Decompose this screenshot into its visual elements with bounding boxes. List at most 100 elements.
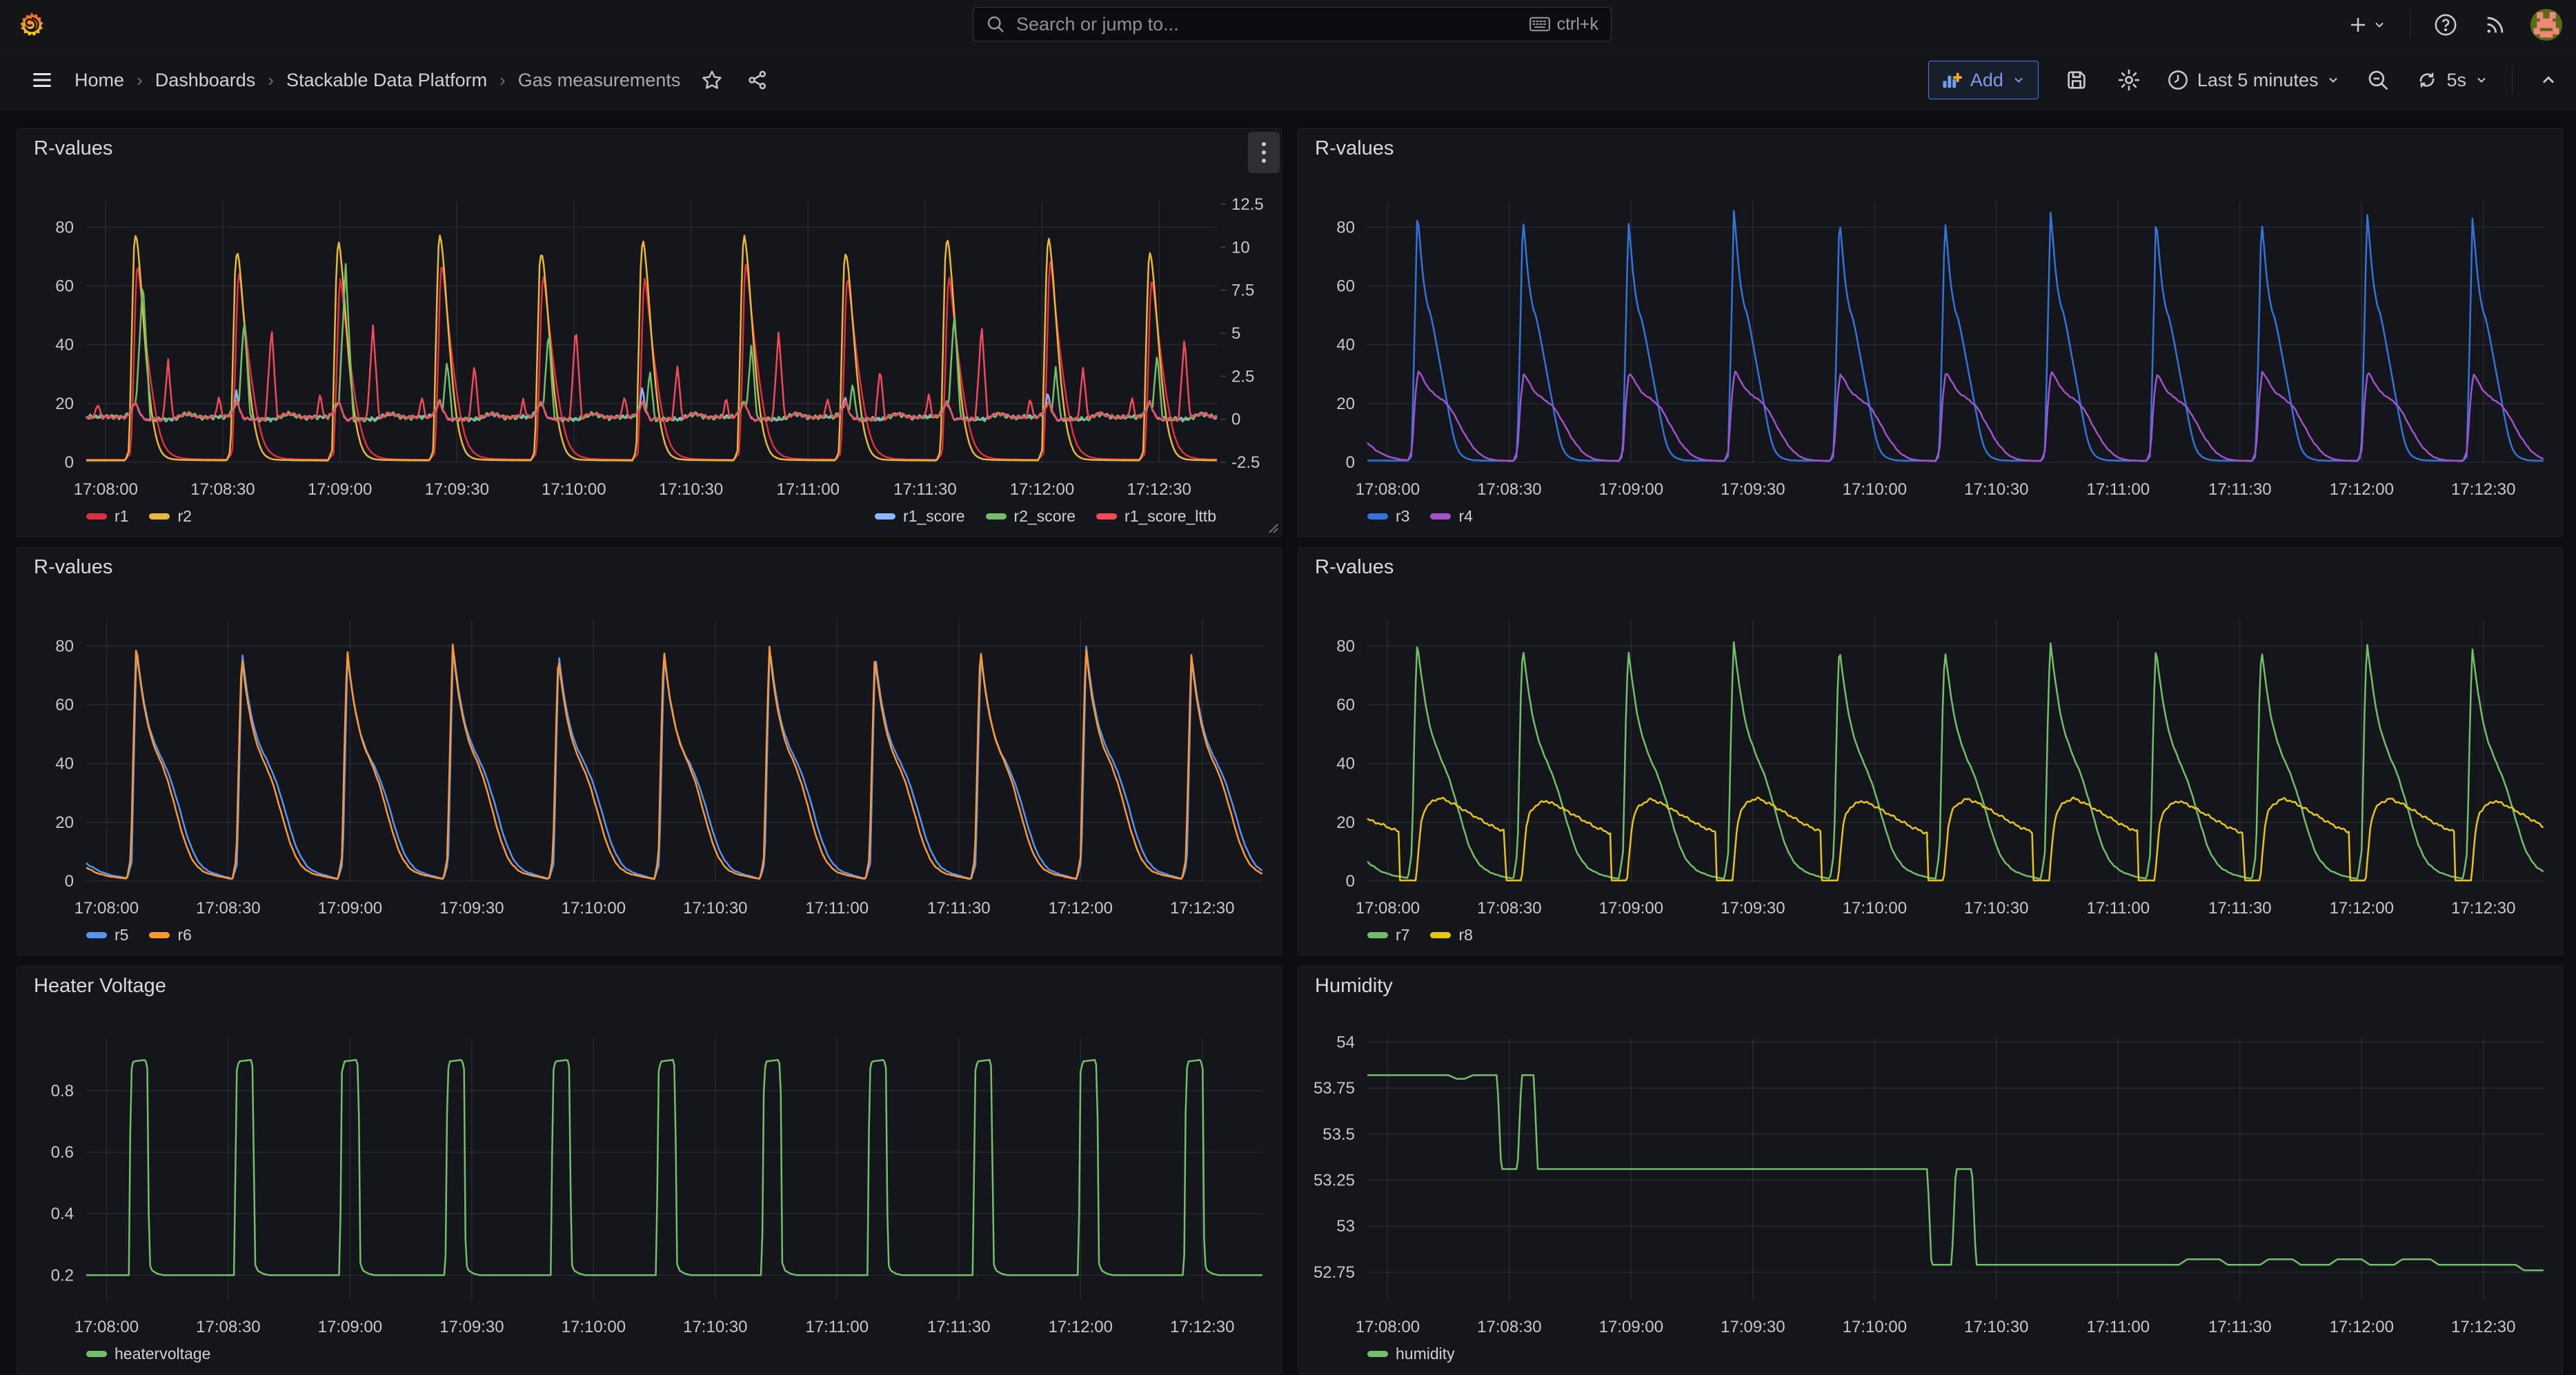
time-series-chart[interactable]: 17:08:00 17:08:30 17:09:00 17:09:30 17:10:00…	[1298, 548, 2564, 956]
time-series-chart[interactable]: 17:08:00 17:08:30 17:09:00 17:09:30 17:10:00…	[17, 548, 1282, 956]
legend-item-r1_score[interactable]: r1_score	[875, 507, 965, 526]
time-series-chart[interactable]: 17:08:00 17:08:30 17:09:00 17:09:30 17:10:00…	[17, 129, 1282, 537]
breadcrumb-item-gas-measurements[interactable]: Gas measurements	[517, 69, 681, 90]
y-axis-tick-label: 80	[55, 637, 74, 655]
y-axis-tick-label: 40	[55, 755, 74, 773]
time-series-chart[interactable]: 17:08:00 17:08:30 17:09:00 17:09:30 17:10:00…	[17, 967, 1282, 1375]
save-dashboard-button[interactable]	[2062, 66, 2091, 95]
grafana-logo-icon[interactable]	[18, 11, 46, 39]
x-axis-tick-label: 17:08:30	[196, 899, 260, 918]
x-axis-tick-label: 17:09:00	[318, 1318, 382, 1336]
legend-item-r8[interactable]: r8	[1430, 926, 1473, 944]
panel-resize-handle[interactable]	[1267, 522, 1278, 533]
user-avatar[interactable]	[2530, 8, 2562, 41]
legend-item-r2[interactable]: r2	[149, 506, 192, 526]
legend-label: r2	[177, 506, 192, 525]
panel-menu-button[interactable]	[1248, 132, 1280, 173]
panel-title[interactable]: R-values	[1315, 556, 1394, 578]
panel-heater-voltage-4: Heater Voltage 17:08:00 17:08:30 17:09:00 17…	[17, 966, 1282, 1374]
legend-item-r6[interactable]: r6	[149, 926, 192, 944]
series-line-heatervoltage	[86, 1058, 1262, 1276]
legend-item-humidity[interactable]: humidity	[1367, 1345, 1455, 1363]
news-button[interactable]	[2481, 10, 2510, 39]
legend-swatch-r2_score	[985, 513, 1007, 520]
panel-legend: humidity	[1367, 1339, 2543, 1368]
x-axis-tick-label: 17:11:00	[2086, 1318, 2150, 1336]
x-axis-tick-label: 17:10:00	[542, 480, 606, 499]
search-input[interactable]	[1015, 12, 1529, 36]
refresh-picker[interactable]: 5s	[2416, 69, 2488, 91]
panel-title[interactable]: R-values	[34, 556, 113, 578]
help-button[interactable]	[2431, 10, 2460, 39]
time-series-chart[interactable]: 17:08:00 17:08:30 17:09:00 17:09:30 17:10:00…	[1298, 967, 2564, 1375]
x-axis-tick-label: 17:10:00	[562, 899, 626, 918]
y-axis-tick-label: 53.25	[1314, 1171, 1355, 1190]
legend-item-r3[interactable]: r3	[1367, 507, 1409, 526]
legend-item-r7[interactable]: r7	[1367, 926, 1409, 944]
y-axis-tick-label: 0.6	[51, 1143, 74, 1162]
x-axis-tick-label: 17:10:00	[562, 1318, 626, 1336]
panel-legend: r1 r2 r1_score r2_score r1_score_lttb	[86, 502, 1262, 531]
dashboard-settings-button[interactable]	[2114, 66, 2143, 95]
x-axis-tick-label: 17:12:30	[2451, 480, 2515, 499]
add-panel-button[interactable]: Add	[1928, 61, 2039, 99]
panel-title[interactable]: Heater Voltage	[34, 975, 166, 997]
series-line-r4	[1367, 370, 2544, 462]
search-bar[interactable]: ctrl+k	[973, 7, 1612, 41]
legend-item-r2_score[interactable]: r2_score	[985, 506, 1076, 526]
x-axis-tick-label: 17:08:00	[75, 899, 139, 918]
legend-swatch-r4	[1430, 513, 1452, 520]
legend-label: r2_score	[1013, 506, 1076, 525]
y-axis-tick-label: 60	[1336, 277, 1355, 295]
y-axis-tick-label: 40	[1336, 336, 1355, 355]
series-line-r3	[1367, 210, 2544, 462]
x-axis-tick-label: 17:12:30	[2451, 1318, 2515, 1336]
panel-title[interactable]: R-values	[1315, 137, 1394, 159]
breadcrumb-item-stackable-data-platform[interactable]: Stackable Data Platform	[286, 69, 488, 90]
clock-icon	[2168, 70, 2188, 90]
time-range-picker[interactable]: Last 5 minutes	[2167, 69, 2341, 91]
panel-legend: r5 r6	[86, 920, 1262, 949]
dashboard-grid: R-values 17:08:00 17:08:30 17:09:00 17:09:30…	[0, 110, 2576, 1374]
y-axis-right-tick-label: 5	[1231, 324, 1240, 343]
breadcrumb-item-dashboards[interactable]: Dashboards	[155, 69, 256, 90]
x-axis-tick-label: 17:12:00	[2330, 899, 2394, 918]
legend-item-r1[interactable]: r1	[86, 507, 128, 526]
x-axis-tick-label: 17:08:00	[1356, 480, 1420, 499]
legend-item-r5[interactable]: r5	[86, 926, 128, 944]
x-axis-tick-label: 17:12:00	[2330, 480, 2394, 499]
x-axis-tick-label: 17:09:30	[439, 899, 504, 918]
x-axis-tick-label: 17:09:00	[318, 899, 382, 918]
panel-title[interactable]: Humidity	[1315, 975, 1393, 997]
y-axis-tick-label: 80	[55, 218, 74, 237]
panel-title[interactable]: R-values	[34, 137, 113, 159]
share-button[interactable]	[744, 66, 771, 94]
legend-item-heatervoltage[interactable]: heatervoltage	[86, 1345, 210, 1363]
chevron-down-icon	[2329, 77, 2338, 83]
y-axis-tick-label: 0	[65, 872, 74, 891]
new-item-button[interactable]	[2345, 12, 2389, 38]
x-axis-tick-label: 17:12:00	[1049, 899, 1113, 918]
x-axis-tick-label: 17:11:30	[927, 1318, 991, 1336]
legend-item-r4[interactable]: r4	[1430, 507, 1473, 526]
legend-item-r1_score_lttb[interactable]: r1_score_lttb	[1096, 507, 1216, 526]
breadcrumb-item-home[interactable]: Home	[75, 69, 125, 90]
legend-swatch-r1_score	[875, 513, 896, 520]
legend-swatch-r8	[1430, 931, 1452, 938]
mega-menu-button[interactable]	[28, 66, 57, 95]
zoom-out-button[interactable]	[2364, 66, 2392, 95]
y-axis-tick-label: 20	[55, 813, 74, 832]
series-line-humidity	[1367, 1074, 2544, 1272]
x-axis-tick-label: 17:11:30	[927, 899, 991, 918]
share-icon	[749, 70, 766, 90]
time-series-chart[interactable]: 17:08:00 17:08:30 17:09:00 17:09:30 17:10:00…	[1298, 129, 2564, 537]
divider	[2512, 66, 2513, 94]
favorite-star-button[interactable]	[698, 66, 726, 94]
panel-r-values-2: R-values 17:08:00 17:08:30 17:09:00 17:09:30…	[17, 547, 1282, 956]
collapse-toolbar-button[interactable]	[2536, 68, 2561, 92]
y-axis-tick-label: 20	[1336, 813, 1355, 832]
x-axis-tick-label: 17:08:00	[1356, 899, 1420, 918]
x-axis-tick-label: 17:10:30	[1964, 480, 2028, 499]
series-line-r2_score	[86, 263, 1218, 423]
x-axis-tick-label: 17:10:00	[1843, 480, 1907, 499]
